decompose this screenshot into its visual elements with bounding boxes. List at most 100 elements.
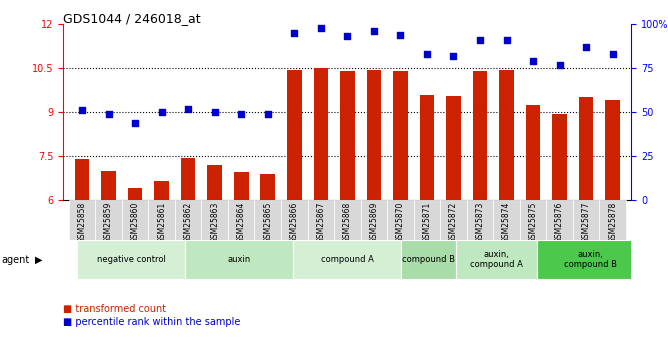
Point xyxy=(369,28,379,34)
Bar xyxy=(401,240,456,279)
Bar xyxy=(75,159,90,200)
Text: ■ percentile rank within the sample: ■ percentile rank within the sample xyxy=(63,317,241,327)
Bar xyxy=(446,96,461,200)
Text: GSM25864: GSM25864 xyxy=(236,202,246,244)
Bar xyxy=(536,240,645,279)
Text: GSM25876: GSM25876 xyxy=(555,202,564,244)
Point xyxy=(554,62,565,67)
Point xyxy=(289,30,300,36)
Bar xyxy=(440,200,467,240)
Bar xyxy=(207,165,222,200)
Text: auxin,
compound B: auxin, compound B xyxy=(564,250,617,269)
Bar xyxy=(281,200,307,240)
Bar xyxy=(334,200,361,240)
Bar xyxy=(234,172,248,200)
Bar xyxy=(413,200,440,240)
Text: GSM25875: GSM25875 xyxy=(528,202,538,244)
Bar xyxy=(154,181,169,200)
Bar xyxy=(393,71,407,200)
Bar xyxy=(361,200,387,240)
Text: ▶: ▶ xyxy=(35,255,42,265)
Point xyxy=(607,51,618,57)
Text: GSM25877: GSM25877 xyxy=(582,202,591,244)
Point xyxy=(263,111,273,117)
Bar xyxy=(313,68,328,200)
Text: GSM25859: GSM25859 xyxy=(104,202,113,244)
Text: agent: agent xyxy=(1,255,29,265)
Bar xyxy=(520,200,546,240)
Point xyxy=(183,106,194,111)
Bar xyxy=(456,240,536,279)
Point xyxy=(475,37,486,43)
Text: GSM25858: GSM25858 xyxy=(77,202,87,243)
Bar xyxy=(96,200,122,240)
Bar xyxy=(473,71,488,200)
Point xyxy=(104,111,114,117)
Point xyxy=(448,53,459,59)
Bar xyxy=(307,200,334,240)
Bar xyxy=(552,114,567,200)
Bar xyxy=(499,70,514,200)
Text: GSM25870: GSM25870 xyxy=(396,202,405,244)
Point xyxy=(395,32,405,38)
Bar xyxy=(420,95,434,200)
Bar xyxy=(69,200,96,240)
Bar xyxy=(122,200,148,240)
Bar xyxy=(493,200,520,240)
Text: GSM25874: GSM25874 xyxy=(502,202,511,244)
Text: GDS1044 / 246018_at: GDS1044 / 246018_at xyxy=(63,12,201,25)
Bar xyxy=(387,200,413,240)
Bar xyxy=(579,98,593,200)
Text: GSM25866: GSM25866 xyxy=(290,202,299,244)
Bar xyxy=(605,100,620,200)
Text: GSM25865: GSM25865 xyxy=(263,202,273,244)
Point xyxy=(528,58,538,64)
Bar xyxy=(367,70,381,200)
Bar xyxy=(340,71,355,200)
Bar xyxy=(148,200,175,240)
Bar xyxy=(599,200,626,240)
Text: auxin,
compound A: auxin, compound A xyxy=(470,250,522,269)
Text: negative control: negative control xyxy=(97,255,166,264)
Bar xyxy=(228,200,255,240)
Text: compound A: compound A xyxy=(321,255,374,264)
Text: GSM25871: GSM25871 xyxy=(422,202,432,243)
Point xyxy=(209,109,220,115)
Point xyxy=(156,109,167,115)
Bar xyxy=(128,188,142,200)
Text: GSM25872: GSM25872 xyxy=(449,202,458,243)
Point xyxy=(342,34,353,39)
Point xyxy=(130,120,140,126)
Point xyxy=(422,51,432,57)
Bar xyxy=(102,171,116,200)
Bar xyxy=(255,200,281,240)
Text: GSM25868: GSM25868 xyxy=(343,202,352,243)
Bar xyxy=(181,158,196,200)
Text: GSM25863: GSM25863 xyxy=(210,202,219,244)
Point xyxy=(236,111,246,117)
Bar xyxy=(261,174,275,200)
Bar xyxy=(293,240,401,279)
Text: GSM25861: GSM25861 xyxy=(157,202,166,243)
Bar xyxy=(467,200,493,240)
Point xyxy=(501,37,512,43)
Text: GSM25873: GSM25873 xyxy=(476,202,484,244)
Bar xyxy=(202,200,228,240)
Text: GSM25860: GSM25860 xyxy=(131,202,140,244)
Point xyxy=(315,25,326,30)
Text: GSM25869: GSM25869 xyxy=(369,202,378,244)
Bar xyxy=(287,70,301,200)
Text: GSM25862: GSM25862 xyxy=(184,202,192,243)
Point xyxy=(77,108,88,113)
Bar xyxy=(546,200,573,240)
Text: ■ transformed count: ■ transformed count xyxy=(63,304,166,314)
Bar xyxy=(175,200,202,240)
Bar xyxy=(573,200,599,240)
Bar xyxy=(77,240,185,279)
Text: auxin: auxin xyxy=(228,255,250,264)
Bar xyxy=(526,105,540,200)
Text: GSM25867: GSM25867 xyxy=(317,202,325,244)
Bar xyxy=(185,240,293,279)
Point xyxy=(580,44,591,50)
Text: compound B: compound B xyxy=(402,255,455,264)
